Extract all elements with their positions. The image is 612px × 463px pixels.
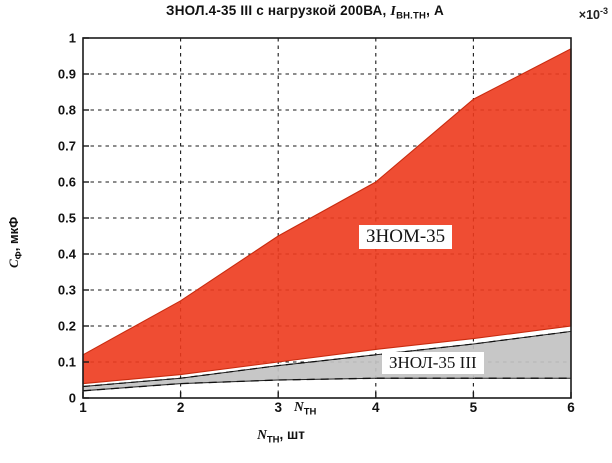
x-axis-symbol: N [294, 399, 304, 414]
x-axis-label-outer: NТН, шт [236, 427, 326, 446]
y-axis-scale-multiplier: ×10-3 [579, 6, 608, 22]
chart-title-unit: , А [426, 3, 444, 18]
region-label-znom-35: ЗНОМ-35 [359, 225, 453, 249]
znom-35-band [82, 47, 572, 385]
y-tick-label: 0 [69, 391, 76, 406]
y-tick-label: 0.4 [58, 247, 77, 262]
x-tick-label: 4 [372, 400, 380, 415]
znol-lower-dashed-line [82, 377, 571, 392]
y-axis-unit: , мкФ [6, 216, 21, 252]
scale-base: ×10 [578, 8, 600, 23]
y-tick-label: 1 [69, 31, 76, 46]
x-axis-symbol-subscript: ТН [303, 406, 317, 418]
x-tick-label: 2 [177, 400, 185, 415]
current-symbol-subscript: ВН.ТН [396, 10, 427, 22]
znol-upper-dashed-line [82, 330, 572, 388]
y-tick-label: 0.5 [58, 211, 76, 226]
y-tick-label: 0.3 [58, 283, 76, 298]
x-axis-outer-unit: , шт [279, 427, 305, 442]
scale-exponent: -3 [599, 6, 608, 16]
chart-title-text: ЗНОЛ.4-35 III с нагрузкой 200ВА, [166, 3, 391, 18]
y-tick-label: 0.8 [58, 103, 76, 118]
y-axis-symbol-subscript: Ф [13, 251, 25, 260]
x-axis-outer-symbol: N [257, 427, 267, 442]
x-tick-label: 3 [274, 400, 282, 415]
y-tick-label: 0.1 [58, 355, 76, 370]
chart-title: ЗНОЛ.4-35 III с нагрузкой 200ВА, IВН.ТН,… [60, 3, 550, 22]
current-symbol: I [390, 4, 397, 19]
x-tick-label: 1 [79, 400, 87, 415]
region-label-znol-35-iii: ЗНОЛ-35 III [382, 352, 484, 374]
y-axis-symbol: C [6, 259, 21, 268]
x-axis-outer-subscript: ТН [266, 434, 280, 446]
y-tick-label: 0.6 [58, 175, 76, 190]
y-axis-label: CФ, мкФ [6, 217, 25, 268]
x-axis-label-inner: NТН [294, 399, 316, 418]
x-tick-label: 5 [470, 400, 478, 415]
x-tick-label: 6 [567, 400, 575, 415]
y-tick-label: 0.2 [58, 319, 76, 334]
y-tick-label: 0.7 [58, 139, 76, 154]
y-tick-label: 0.9 [58, 67, 76, 82]
